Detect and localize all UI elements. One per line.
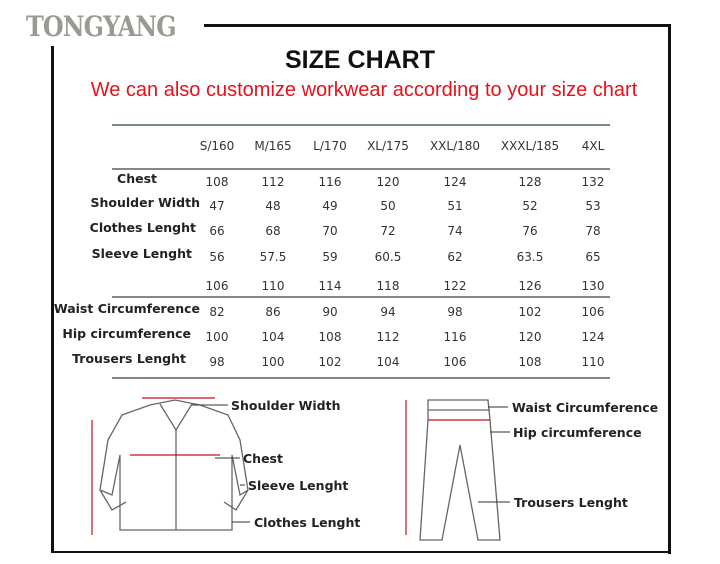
column-header: S/160: [199, 139, 235, 153]
label-waist: Waist Circumference: [512, 400, 659, 415]
column-header: XXL/180: [429, 139, 481, 153]
label-shoulder-width: Shoulder Width: [231, 398, 341, 413]
label-sleeve-length: Sleeve Lenght: [248, 478, 349, 493]
frame-border-top: [204, 24, 670, 27]
label-chest: Chest: [243, 451, 283, 466]
table-cell: 100: [205, 330, 229, 344]
table-rule: [112, 377, 610, 379]
table-cell: 108: [205, 175, 229, 189]
table-cell: 110: [581, 355, 605, 369]
table-cell: 51: [447, 199, 463, 213]
table-cell: 100: [261, 355, 285, 369]
column-header: XL/175: [367, 139, 409, 153]
row-label: Chest: [117, 171, 157, 186]
table-cell: 106: [443, 355, 467, 369]
frame-border-bottom: [52, 551, 671, 553]
table-cell: 102: [518, 305, 542, 319]
table-cell: 86: [265, 305, 281, 319]
table-cell: 98: [447, 305, 463, 319]
table-cell: 120: [518, 330, 542, 344]
brand-logo: TONGYANG: [26, 10, 177, 43]
table-cell: 106: [205, 279, 229, 293]
leader-lines: [192, 404, 510, 523]
row-label: Trousers Lenght: [72, 351, 186, 366]
table-cell: 90: [322, 305, 338, 319]
table-cell: 50: [380, 199, 396, 213]
label-trousers-length: Trousers Lenght: [514, 495, 628, 510]
column-header: 4XL: [581, 139, 605, 153]
table-cell: 78: [585, 224, 601, 238]
table-cell: 120: [376, 175, 400, 189]
table-cell: 104: [376, 355, 400, 369]
frame-border-left: [51, 46, 54, 553]
table-cell: 98: [209, 355, 225, 369]
table-cell: 118: [376, 279, 400, 293]
table-cell: 53: [585, 199, 601, 213]
table-cell: 52: [522, 199, 538, 213]
table-cell: 122: [443, 279, 467, 293]
table-cell: 62: [447, 250, 463, 264]
table-cell: 65: [585, 250, 601, 264]
label-clothes-length: Clothes Lenght: [254, 515, 361, 530]
table-cell: 128: [518, 175, 542, 189]
table-cell: 124: [443, 175, 467, 189]
table-cell: 47: [209, 199, 225, 213]
table-cell: 124: [581, 330, 605, 344]
table-cell: 102: [318, 355, 342, 369]
pants-drawing: [419, 399, 501, 541]
table-cell: 74: [447, 224, 463, 238]
table-cell: 108: [318, 330, 342, 344]
table-cell: 49: [322, 199, 338, 213]
table-cell: 72: [380, 224, 396, 238]
table-cell: 68: [265, 224, 281, 238]
row-label: Hip circumference: [62, 326, 191, 341]
table-rule: [112, 168, 610, 170]
table-cell: 114: [318, 279, 342, 293]
table-cell: 110: [261, 279, 285, 293]
page-title: SIZE CHART: [285, 46, 435, 74]
table-cell: 82: [209, 305, 225, 319]
table-cell: 116: [443, 330, 467, 344]
table-cell: 94: [380, 305, 396, 319]
row-label: Waist Circumference: [53, 301, 200, 316]
table-cell: 59: [322, 250, 338, 264]
row-label: Sleeve Lenght: [91, 246, 192, 261]
table-cell: 130: [581, 279, 605, 293]
frame-border-right: [668, 24, 671, 554]
table-rule: [112, 296, 610, 298]
table-cell: 56: [209, 250, 225, 264]
table-cell: 104: [261, 330, 285, 344]
row-label: Clothes Lenght: [89, 220, 196, 235]
shirt-drawing: [99, 399, 249, 531]
table-cell: 106: [581, 305, 605, 319]
table-cell: 66: [209, 224, 225, 238]
table-cell: 132: [581, 175, 605, 189]
measure-arrows: [91, 397, 490, 535]
subtitle: We can also customize workwear according…: [90, 79, 638, 101]
table-cell: 63.5: [516, 250, 544, 264]
table-cell: 70: [322, 224, 338, 238]
table-cell: 76: [522, 224, 538, 238]
column-header: L/170: [313, 139, 347, 153]
row-label: Shoulder Width: [90, 195, 200, 210]
column-header: M/165: [254, 139, 292, 153]
column-header: XXXL/185: [500, 139, 560, 153]
table-cell: 48: [265, 199, 281, 213]
table-rule: [112, 124, 610, 126]
table-cell: 116: [318, 175, 342, 189]
table-cell: 60.5: [374, 250, 402, 264]
table-cell: 112: [376, 330, 400, 344]
table-cell: 57.5: [259, 250, 287, 264]
label-hip: Hip circumference: [513, 425, 642, 440]
table-cell: 108: [518, 355, 542, 369]
table-cell: 112: [261, 175, 285, 189]
table-cell: 126: [518, 279, 542, 293]
